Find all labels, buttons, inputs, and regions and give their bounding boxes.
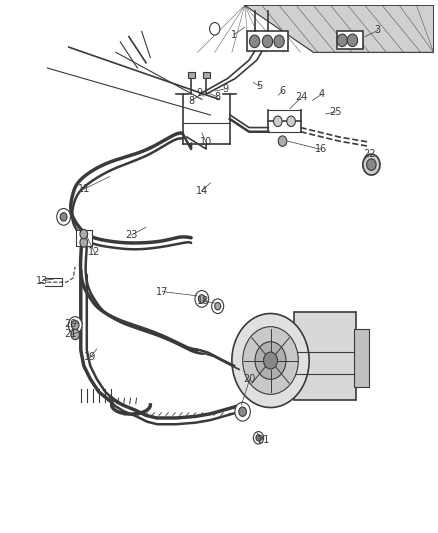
Circle shape — [262, 35, 272, 47]
Circle shape — [80, 229, 88, 239]
Circle shape — [273, 116, 282, 126]
Text: 23: 23 — [125, 230, 137, 240]
Text: 1: 1 — [231, 29, 237, 39]
Text: 6: 6 — [279, 86, 286, 96]
Circle shape — [243, 327, 298, 394]
Text: 18: 18 — [197, 296, 209, 306]
Circle shape — [264, 352, 277, 369]
Circle shape — [71, 320, 79, 330]
Text: 9: 9 — [197, 88, 203, 98]
Circle shape — [68, 317, 82, 333]
Circle shape — [255, 342, 286, 379]
Text: 25: 25 — [329, 107, 342, 117]
Text: 9: 9 — [222, 84, 228, 94]
Bar — [294, 312, 356, 400]
Circle shape — [250, 35, 260, 47]
Text: 20: 20 — [244, 374, 256, 384]
Circle shape — [287, 116, 295, 126]
Bar — [76, 230, 92, 246]
Polygon shape — [245, 5, 434, 52]
Bar — [247, 31, 288, 51]
Circle shape — [337, 34, 347, 46]
Text: 20: 20 — [65, 319, 77, 329]
Circle shape — [195, 290, 208, 307]
Text: 16: 16 — [315, 144, 327, 155]
Circle shape — [239, 407, 247, 416]
Text: 8: 8 — [188, 96, 194, 106]
Text: 21: 21 — [258, 435, 270, 445]
Text: 10: 10 — [200, 137, 212, 147]
Circle shape — [80, 238, 88, 247]
Bar — [337, 31, 363, 49]
Circle shape — [363, 154, 380, 175]
Bar — [187, 72, 194, 78]
Circle shape — [209, 22, 220, 35]
Text: 24: 24 — [295, 92, 307, 102]
Bar — [203, 72, 209, 78]
Text: 13: 13 — [36, 276, 48, 286]
Text: 21: 21 — [65, 329, 77, 340]
Circle shape — [253, 432, 264, 444]
Text: 4: 4 — [319, 89, 325, 99]
Circle shape — [71, 329, 80, 340]
Circle shape — [212, 299, 224, 313]
Circle shape — [215, 303, 221, 310]
Circle shape — [274, 35, 284, 47]
Circle shape — [278, 136, 287, 147]
Circle shape — [198, 295, 205, 303]
Circle shape — [235, 402, 251, 421]
Bar — [354, 329, 369, 387]
Text: 12: 12 — [88, 247, 101, 257]
Text: 17: 17 — [156, 287, 169, 296]
Text: 3: 3 — [375, 26, 381, 35]
Text: 11: 11 — [78, 184, 90, 194]
Circle shape — [256, 435, 261, 441]
Circle shape — [232, 313, 309, 408]
Circle shape — [57, 208, 71, 225]
Circle shape — [347, 34, 358, 46]
Circle shape — [367, 159, 376, 171]
Text: 14: 14 — [196, 186, 208, 196]
Circle shape — [60, 213, 67, 221]
Text: 19: 19 — [84, 352, 96, 362]
Text: 5: 5 — [257, 82, 263, 91]
Text: 8: 8 — [214, 92, 220, 102]
Text: 22: 22 — [363, 149, 375, 159]
